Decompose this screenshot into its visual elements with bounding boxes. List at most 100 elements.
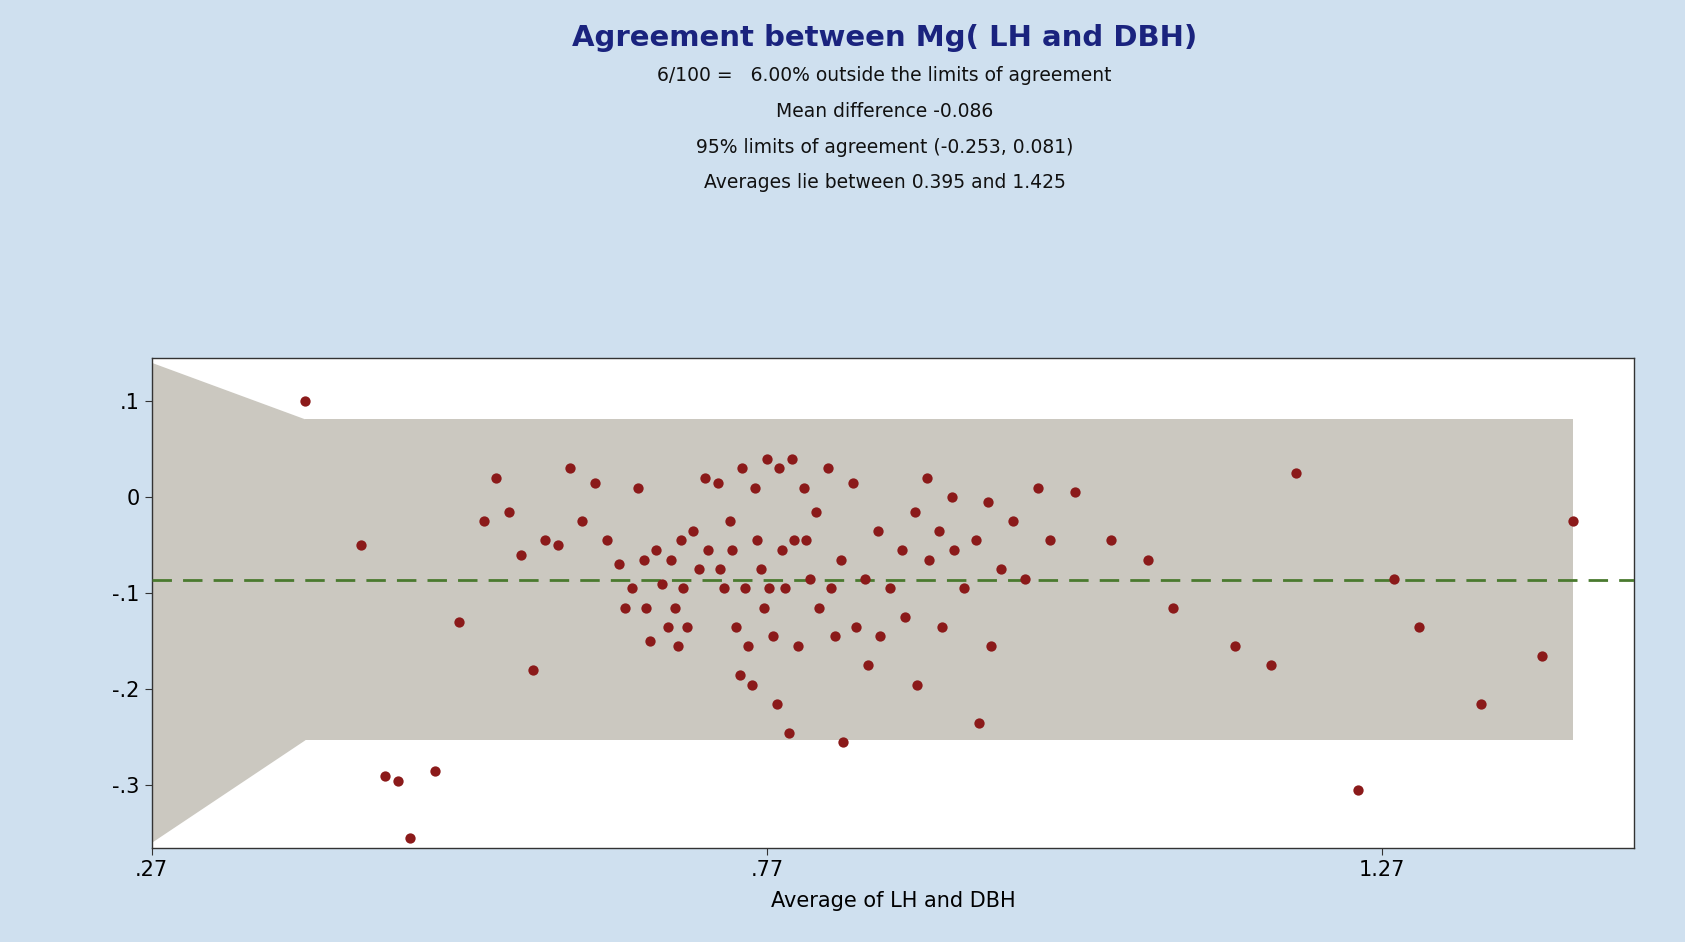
- Point: [655, 619, 682, 634]
- Point: [753, 451, 780, 466]
- Point: [1259, 658, 1286, 673]
- Point: [649, 577, 676, 592]
- Point: [827, 552, 854, 567]
- Point: [634, 600, 661, 615]
- Point: [292, 394, 318, 409]
- Point: [1528, 648, 1555, 663]
- Point: [384, 773, 411, 788]
- Point: [519, 662, 546, 677]
- Point: [1405, 619, 1432, 634]
- Point: [816, 461, 842, 476]
- Point: [1036, 533, 1063, 548]
- Text: 6/100 =   6.00% outside the limits of agreement: 6/100 = 6.00% outside the limits of agre…: [657, 66, 1112, 85]
- Point: [396, 831, 423, 846]
- Point: [888, 543, 915, 558]
- Point: [1099, 533, 1126, 548]
- Point: [667, 533, 694, 548]
- Point: [495, 504, 522, 519]
- Point: [731, 581, 758, 596]
- Point: [1468, 696, 1495, 711]
- Point: [741, 480, 768, 495]
- Point: [817, 581, 844, 596]
- Point: [805, 600, 832, 615]
- Point: [891, 609, 918, 625]
- Point: [532, 533, 559, 548]
- Text: Agreement between Mg( LH and DBH): Agreement between Mg( LH and DBH): [571, 24, 1198, 52]
- Point: [763, 696, 790, 711]
- Point: [630, 552, 657, 567]
- Point: [686, 561, 713, 577]
- Point: [679, 524, 706, 539]
- Point: [735, 639, 762, 654]
- Point: [966, 715, 992, 730]
- Point: [421, 763, 448, 778]
- Point: [1222, 639, 1249, 654]
- Point: [772, 581, 799, 596]
- Point: [570, 513, 596, 528]
- Point: [637, 634, 664, 649]
- X-axis label: Average of LH and DBH: Average of LH and DBH: [770, 891, 1016, 911]
- Point: [901, 504, 928, 519]
- Point: [962, 533, 989, 548]
- Point: [1136, 552, 1163, 567]
- Point: [950, 581, 977, 596]
- Point: [470, 513, 497, 528]
- Text: Mean difference -0.086: Mean difference -0.086: [777, 102, 992, 121]
- Point: [928, 619, 955, 634]
- Point: [913, 470, 940, 485]
- Point: [757, 581, 784, 596]
- Point: [581, 476, 608, 491]
- Point: [593, 533, 620, 548]
- Point: [917, 552, 944, 567]
- Point: [876, 581, 903, 596]
- Point: [940, 543, 967, 558]
- Point: [829, 735, 856, 750]
- Point: [726, 667, 753, 682]
- Point: [780, 533, 807, 548]
- Point: [743, 533, 770, 548]
- Point: [842, 619, 869, 634]
- Point: [661, 600, 687, 615]
- Point: [1159, 600, 1186, 615]
- Point: [1382, 572, 1409, 587]
- Point: [544, 538, 571, 553]
- Point: [1345, 783, 1372, 798]
- Point: [802, 504, 829, 519]
- Point: [752, 600, 778, 615]
- Point: [746, 561, 773, 577]
- Point: [669, 581, 696, 596]
- Polygon shape: [152, 363, 305, 843]
- Point: [694, 543, 721, 558]
- Point: [775, 725, 802, 740]
- Point: [674, 619, 701, 634]
- Point: [719, 543, 746, 558]
- Point: [1024, 480, 1051, 495]
- Point: [1013, 572, 1040, 587]
- Point: [693, 470, 719, 485]
- Point: [987, 561, 1014, 577]
- Point: [939, 490, 966, 505]
- Point: [760, 629, 787, 644]
- Point: [706, 561, 733, 577]
- Point: [797, 572, 824, 587]
- Point: [738, 677, 765, 692]
- Point: [612, 600, 639, 615]
- Point: [778, 451, 805, 466]
- Point: [768, 543, 795, 558]
- Text: Averages lie between 0.395 and 1.425: Averages lie between 0.395 and 1.425: [704, 173, 1065, 192]
- Point: [765, 461, 792, 476]
- Point: [925, 524, 952, 539]
- Point: [666, 639, 693, 654]
- Point: [507, 547, 534, 562]
- Point: [794, 533, 821, 548]
- Point: [607, 557, 634, 572]
- Point: [372, 769, 399, 784]
- Point: [854, 658, 881, 673]
- Point: [866, 629, 893, 644]
- Point: [711, 581, 738, 596]
- Point: [657, 552, 684, 567]
- Point: [853, 572, 880, 587]
- Point: [482, 470, 509, 485]
- Point: [839, 476, 866, 491]
- Point: [976, 495, 1003, 510]
